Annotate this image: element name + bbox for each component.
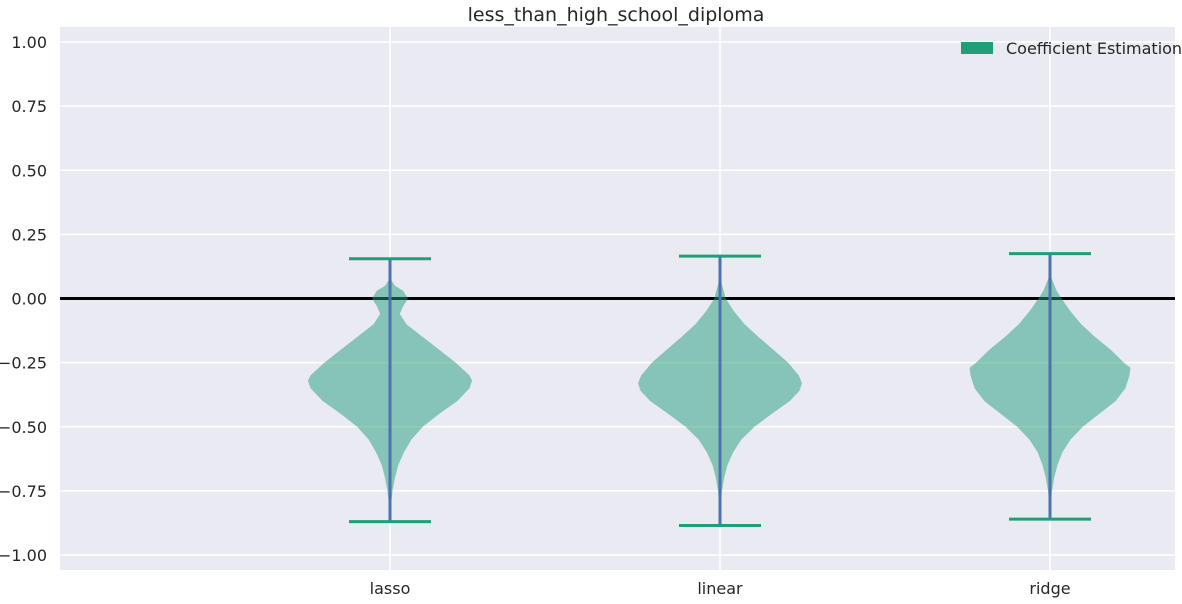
violin-ridge xyxy=(969,252,1131,521)
y-axis-tick-labels: 1.00 0.75 0.50 0.25 0.00 −0.25 −0.50 −0.75 −1.00 xyxy=(0,33,47,565)
y-tick-label: 0.00 xyxy=(11,290,47,309)
chart-title: less_than_high_school_diploma xyxy=(468,4,765,26)
violin-linear xyxy=(638,254,802,528)
y-tick-label: 0.25 xyxy=(11,225,47,244)
y-tick-label: −1.00 xyxy=(0,546,47,565)
y-tick-label: −0.25 xyxy=(0,354,47,373)
violin-group xyxy=(308,252,1131,528)
legend-swatch xyxy=(961,42,993,54)
y-tick-label: 0.75 xyxy=(11,97,47,116)
legend: Coefficient Estimation xyxy=(961,39,1182,58)
x-tick-label: ridge xyxy=(1029,579,1070,598)
violin-lasso xyxy=(308,257,472,524)
y-tick-label: 1.00 xyxy=(11,33,47,52)
y-tick-label: −0.50 xyxy=(0,418,47,437)
legend-label: Coefficient Estimation xyxy=(1006,39,1182,58)
x-tick-label: linear xyxy=(697,579,743,598)
y-gridlines xyxy=(60,41,1175,556)
y-tick-label: −0.75 xyxy=(0,482,47,501)
x-tick-label: lasso xyxy=(370,579,411,598)
x-axis-tick-labels: lasso linear ridge xyxy=(370,579,1071,598)
y-tick-label: 0.50 xyxy=(11,161,47,180)
